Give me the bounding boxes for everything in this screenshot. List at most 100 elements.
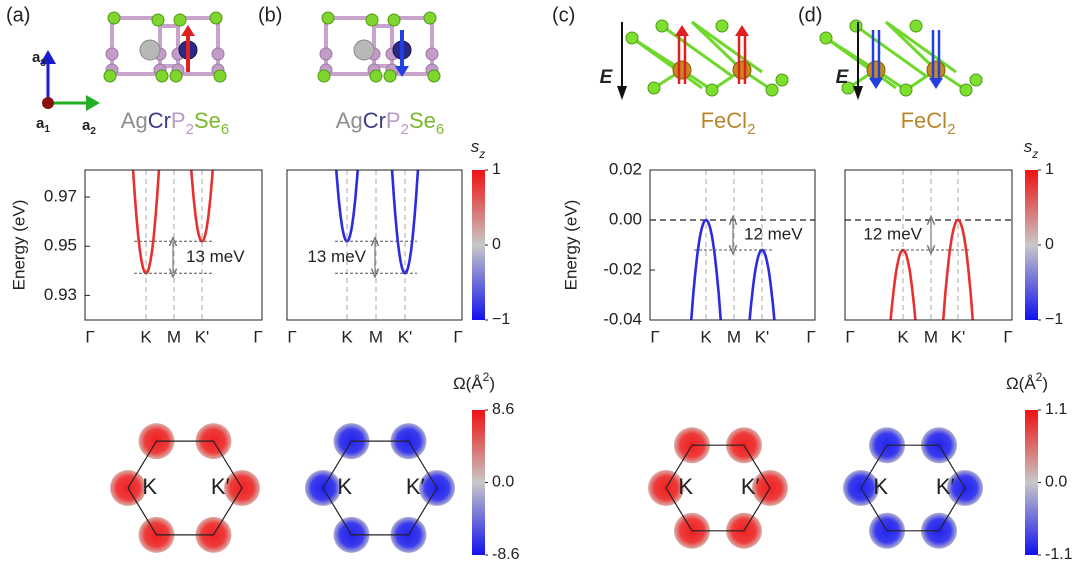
splitting-label: 13 meV [307, 247, 366, 266]
atom-se [370, 70, 382, 82]
field-label: E [600, 67, 614, 88]
k-point-label: K [341, 327, 353, 346]
y-tick-label: 0.00 [609, 209, 642, 228]
atom-se [108, 12, 120, 24]
k-label: K′ [211, 474, 230, 499]
atom-cl [706, 84, 718, 96]
k-point-label: K [140, 327, 152, 346]
atom-cl [656, 20, 668, 32]
y-axis-label: Energy (eV) [561, 200, 580, 291]
formula-part: Ag [121, 108, 148, 133]
formula: AgCrP2Se6 [336, 108, 444, 139]
colorbar-tick-label: 0 [492, 236, 501, 253]
atom-cl [900, 84, 912, 96]
title-sub: z [1031, 147, 1038, 161]
colorbar [1025, 410, 1038, 555]
k-point-label: K' [755, 327, 770, 346]
vector-index: 2 [90, 126, 96, 137]
k-point-label: M [369, 327, 383, 346]
atom-se [388, 14, 400, 26]
colorbar-tick-label: 1 [1045, 161, 1054, 178]
k-point-label: K [700, 327, 712, 346]
atom-p [106, 48, 118, 60]
k-label: K [142, 474, 157, 499]
formula-part: Cr [148, 108, 171, 133]
atom-cl [910, 20, 922, 32]
y-axis-label: Energy (eV) [9, 200, 28, 291]
atom-fe [673, 61, 691, 79]
atom-se [170, 70, 182, 82]
atom-se [210, 12, 222, 24]
atom-cl [850, 20, 862, 32]
k-point-label: K' [951, 327, 966, 346]
atom-p [212, 48, 224, 60]
splitting-label: 13 meV [186, 247, 245, 266]
atom-p [426, 48, 438, 60]
formula-part: Se [194, 108, 221, 133]
formula-part: Se [409, 108, 436, 133]
panel-label: (d) [798, 4, 822, 26]
atom-ag [140, 40, 160, 60]
colorbar-tick-label: 0 [1045, 236, 1054, 253]
atom-se [428, 70, 440, 82]
title-text: Ω(Å [1006, 374, 1036, 393]
formula-part: 2 [747, 121, 755, 138]
atom-se [318, 70, 330, 82]
formula-part: Fe [901, 108, 927, 133]
k-point-label: K' [398, 327, 413, 346]
colorbar-tick-label: −1 [1045, 311, 1063, 328]
k-point-label: Γ [85, 327, 94, 346]
colorbar [1025, 170, 1038, 320]
k-point-label: K' [195, 327, 210, 346]
title-close: ) [489, 374, 495, 393]
formula-part: 2 [401, 121, 409, 138]
formula-part: Fe [701, 108, 727, 133]
colorbar-tick-label: 0.0 [492, 474, 514, 491]
field-arrowhead [617, 86, 627, 100]
colorbar [472, 410, 485, 555]
field-label: E [836, 67, 850, 88]
atom-cl [820, 32, 832, 44]
atom-se [384, 70, 396, 82]
colorbar-tick-label: 1.1 [1045, 401, 1067, 418]
k-label: K′ [741, 474, 760, 499]
atom-se [322, 12, 334, 24]
spin-arrowhead [869, 78, 883, 89]
formula-part: 2 [947, 121, 955, 138]
atom-se [424, 12, 436, 24]
atom-se [156, 70, 168, 82]
colorbar-tick-label: -8.6 [492, 546, 520, 563]
k-point-label: Γ [1003, 327, 1012, 346]
colorbar-tick-label: -1.1 [1045, 546, 1073, 563]
atom-fe [867, 61, 885, 79]
field-arrowhead [853, 86, 863, 100]
k-point-label: Γ [845, 327, 854, 346]
atom-se [366, 14, 378, 26]
k-point-label: Γ [453, 327, 462, 346]
splitting-label: 12 meV [863, 224, 922, 243]
k-label: K′ [406, 474, 425, 499]
k-point-label: Γ [287, 327, 296, 346]
formula-part: Cl [726, 108, 747, 133]
k-point-label: M [167, 327, 181, 346]
k-point-label: M [924, 327, 938, 346]
panel-label: (b) [258, 4, 282, 26]
spin-arrowhead [675, 25, 689, 36]
k-point-label: Γ [253, 327, 262, 346]
colorbar-title: Ω(Å2) [1006, 370, 1048, 393]
atom-cl [970, 74, 982, 86]
y-tick-label: -0.04 [603, 309, 642, 328]
formula-part: Cl [926, 108, 947, 133]
k-label: K [873, 474, 888, 499]
colorbar-tick-label: 8.6 [492, 401, 514, 418]
k-label: K [678, 474, 693, 499]
spin-arrowhead [735, 25, 749, 36]
colorbar-tick-label: 1 [492, 161, 501, 178]
y-tick-label: 0.02 [609, 159, 642, 178]
atom-fe [733, 61, 751, 79]
atom-cl [648, 82, 660, 94]
atom-cl [716, 20, 728, 32]
vector-index: 3 [40, 58, 46, 69]
formula: AgCrP2Se6 [121, 108, 229, 139]
colorbar-title: Ω(Å2) [453, 370, 495, 393]
